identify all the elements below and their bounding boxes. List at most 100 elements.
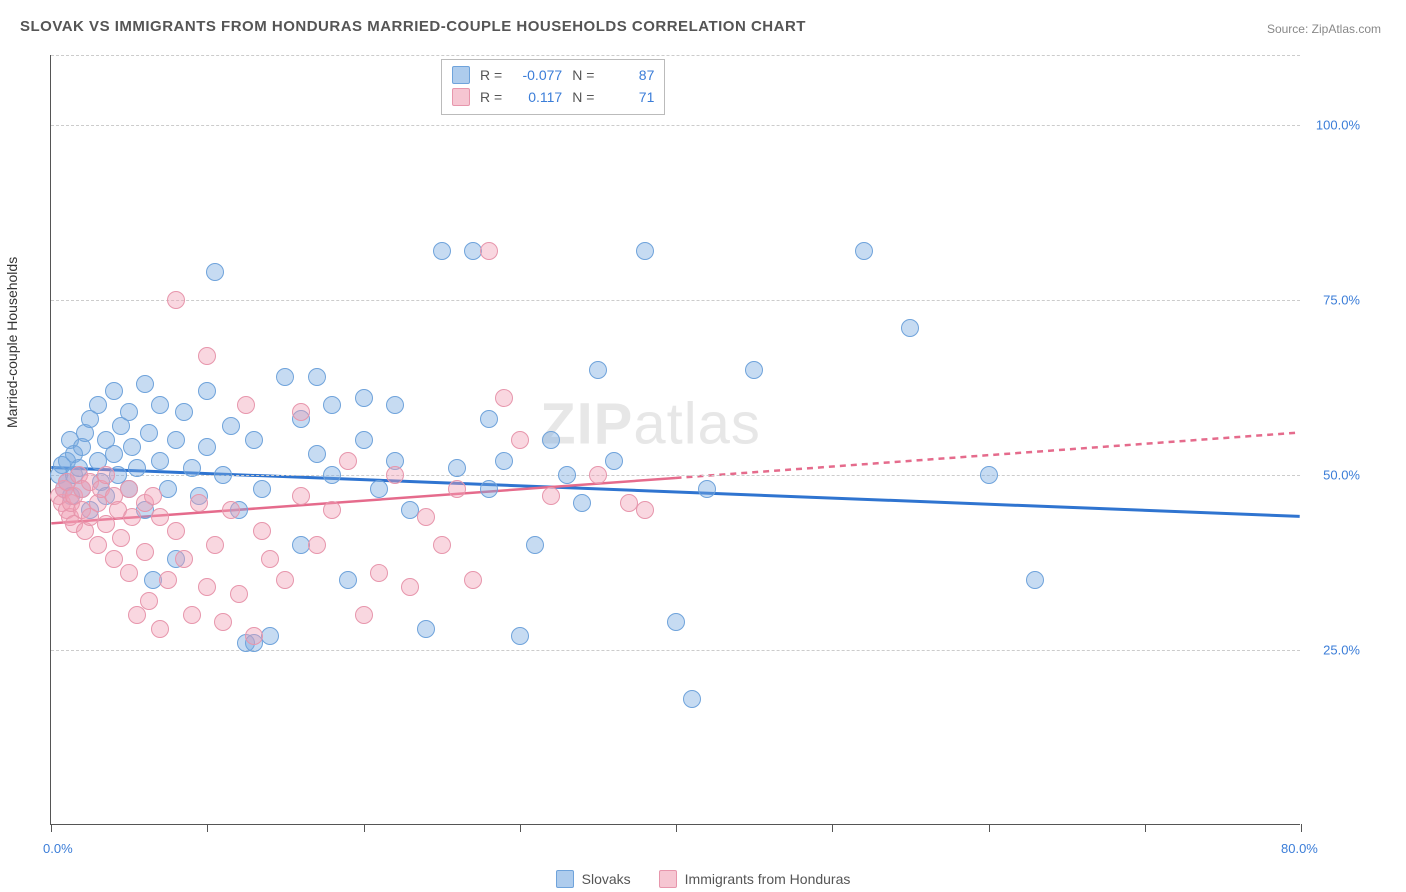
data-point xyxy=(558,466,576,484)
data-point xyxy=(136,543,154,561)
data-point xyxy=(480,242,498,260)
data-point xyxy=(261,627,279,645)
legend-item-honduras: Immigrants from Honduras xyxy=(659,870,851,888)
stats-row: R = 0.117 N = 71 xyxy=(452,86,654,108)
data-point xyxy=(323,396,341,414)
data-point xyxy=(151,508,169,526)
data-point xyxy=(636,242,654,260)
data-point xyxy=(144,487,162,505)
legend-label: Immigrants from Honduras xyxy=(685,871,851,887)
data-point xyxy=(901,319,919,337)
data-point xyxy=(128,606,146,624)
data-point xyxy=(355,606,373,624)
data-point xyxy=(370,564,388,582)
data-point xyxy=(140,424,158,442)
data-point xyxy=(214,466,232,484)
n-label: N = xyxy=(572,86,594,108)
data-point xyxy=(120,403,138,421)
data-point xyxy=(167,522,185,540)
n-value: 71 xyxy=(604,86,654,108)
data-point xyxy=(480,410,498,428)
data-point xyxy=(105,550,123,568)
data-point xyxy=(105,382,123,400)
data-point xyxy=(198,382,216,400)
r-value: -0.077 xyxy=(512,64,562,86)
data-point xyxy=(433,536,451,554)
n-label: N = xyxy=(572,64,594,86)
data-point xyxy=(89,536,107,554)
data-point xyxy=(253,480,271,498)
data-point xyxy=(308,368,326,386)
gridline-h xyxy=(51,475,1300,476)
data-point xyxy=(183,606,201,624)
data-point xyxy=(245,627,263,645)
data-point xyxy=(151,396,169,414)
n-value: 87 xyxy=(604,64,654,86)
data-point xyxy=(237,396,255,414)
gridline-h xyxy=(51,125,1300,126)
data-point xyxy=(175,550,193,568)
data-point xyxy=(323,501,341,519)
stats-row: R = -0.077 N = 87 xyxy=(452,64,654,86)
data-point xyxy=(159,480,177,498)
data-point xyxy=(511,431,529,449)
x-tick xyxy=(520,824,521,832)
data-point xyxy=(97,466,115,484)
data-point xyxy=(97,515,115,533)
r-value: 0.117 xyxy=(512,86,562,108)
data-point xyxy=(386,396,404,414)
data-point xyxy=(105,445,123,463)
watermark: ZIPatlas xyxy=(540,391,761,458)
data-point xyxy=(308,445,326,463)
data-point xyxy=(136,375,154,393)
data-point xyxy=(123,438,141,456)
data-point xyxy=(683,690,701,708)
x-tick xyxy=(51,824,52,832)
legend: Slovaks Immigrants from Honduras xyxy=(0,870,1406,888)
x-tick xyxy=(989,824,990,832)
source-attribution: Source: ZipAtlas.com xyxy=(1267,22,1381,36)
data-point xyxy=(123,508,141,526)
data-point xyxy=(112,529,130,547)
swatch-blue xyxy=(556,870,574,888)
data-point xyxy=(448,480,466,498)
data-point xyxy=(198,347,216,365)
data-point xyxy=(605,452,623,470)
data-point xyxy=(855,242,873,260)
swatch-pink xyxy=(659,870,677,888)
data-point xyxy=(417,620,435,638)
data-point xyxy=(339,452,357,470)
data-point xyxy=(206,536,224,554)
data-point xyxy=(417,508,435,526)
data-point xyxy=(339,571,357,589)
data-point xyxy=(120,564,138,582)
x-tick xyxy=(676,824,677,832)
r-label: R = xyxy=(480,64,502,86)
plot-area: ZIPatlas R = -0.077 N = 87 R = 0.117 N =… xyxy=(50,55,1300,825)
gridline-h xyxy=(51,55,1300,56)
data-point xyxy=(667,613,685,631)
x-tick xyxy=(207,824,208,832)
data-point xyxy=(167,431,185,449)
data-point xyxy=(261,550,279,568)
data-point xyxy=(495,452,513,470)
x-tick-label: 0.0% xyxy=(43,841,73,856)
swatch-pink xyxy=(452,88,470,106)
x-tick xyxy=(364,824,365,832)
data-point xyxy=(745,361,763,379)
data-point xyxy=(323,466,341,484)
data-point xyxy=(355,431,373,449)
data-point xyxy=(120,480,138,498)
data-point xyxy=(222,501,240,519)
data-point xyxy=(1026,571,1044,589)
data-point xyxy=(480,480,498,498)
data-point xyxy=(128,459,146,477)
x-tick-label: 80.0% xyxy=(1281,841,1318,856)
data-point xyxy=(230,585,248,603)
data-point xyxy=(401,578,419,596)
data-point xyxy=(542,431,560,449)
data-point xyxy=(589,466,607,484)
data-point xyxy=(542,487,560,505)
data-point xyxy=(89,396,107,414)
swatch-blue xyxy=(452,66,470,84)
